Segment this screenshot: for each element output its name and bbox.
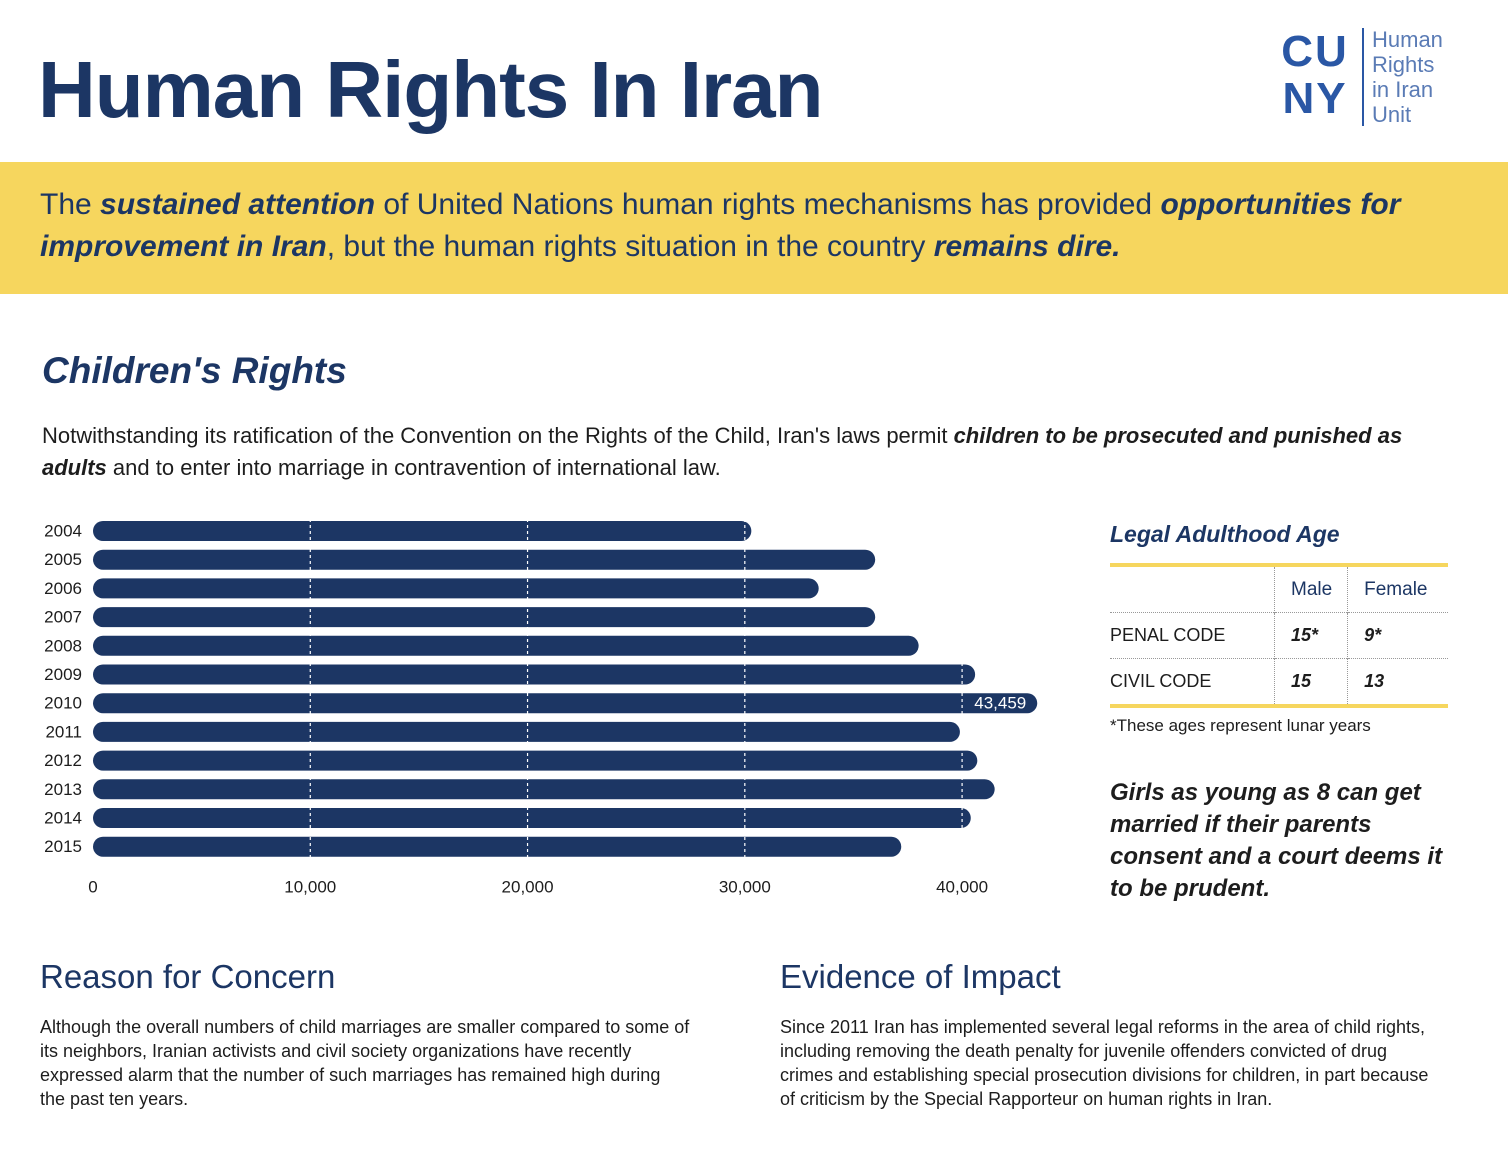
value-label: 43,459 — [974, 694, 1026, 713]
age-table: Male Female PENAL CODE 15* 9* CIVIL CODE 15 1… — [1110, 563, 1448, 708]
column-header: Female — [1347, 565, 1448, 613]
bar — [93, 750, 978, 771]
emphasis: remains dire. — [933, 230, 1121, 263]
section-title: Children's Rights — [42, 350, 347, 391]
bar — [93, 808, 971, 828]
bar — [93, 635, 919, 656]
header-row: Male Female — [1110, 565, 1448, 613]
logo-divider — [1362, 28, 1364, 126]
logo-line: Human — [1372, 27, 1443, 52]
text: , but the human rights situation in the … — [326, 230, 934, 263]
table-note: *These ages represent lunar years — [1110, 716, 1371, 735]
emphasis: sustained attention — [100, 188, 376, 221]
column-title: Reason for Concern — [40, 958, 336, 995]
column-text: Although the overall numbers of child ma… — [40, 1017, 690, 1109]
emphasis: opportunities for improvement in Iran — [40, 188, 1401, 263]
text: The — [40, 188, 101, 221]
bar — [93, 664, 976, 685]
y-tick-label: 2007 — [44, 608, 82, 627]
logo-letters: NY — [1282, 74, 1348, 123]
corner-cell — [1110, 565, 1275, 613]
age-table-block: Legal Adulthood Age Male Female PENAL COD… — [1110, 515, 1448, 736]
logo-line: in Iran — [1372, 77, 1434, 102]
logo-mark: CU NY — [1268, 28, 1362, 126]
emphasis: children to be prosecuted and punished a… — [42, 423, 1403, 480]
y-tick-label: 2006 — [44, 579, 82, 598]
logo-line: Unit — [1372, 102, 1412, 127]
bar — [93, 521, 752, 541]
x-tick-label: 10,000 — [284, 877, 336, 896]
y-tick-label: 2005 — [44, 550, 82, 569]
column-text: Since 2011 Iran has implemented several … — [780, 1017, 1429, 1109]
logo-letters: CU — [1281, 27, 1349, 76]
column-title: Evidence of Impact — [780, 958, 1061, 995]
x-tick-label: 40,000 — [936, 877, 988, 896]
bar — [93, 693, 1038, 714]
callout: Girls as young as 8 can get married if t… — [1110, 779, 1443, 902]
cell: 9* — [1347, 612, 1448, 659]
logo-line: Rights — [1372, 52, 1435, 77]
bar — [93, 779, 995, 800]
y-tick-label: 2009 — [44, 665, 82, 684]
text: of United Nations human rights mechanism… — [375, 188, 1161, 221]
row-label: CIVIL CODE — [1110, 658, 1275, 706]
text: Notwithstanding its ratification of the … — [42, 423, 954, 448]
row-label: PENAL CODE — [1110, 612, 1275, 659]
row: CIVIL CODE 15 13 — [1110, 658, 1448, 706]
x-tick-label: 30,000 — [719, 877, 771, 896]
column-header: Male — [1273, 565, 1348, 613]
cell: 15 — [1273, 658, 1348, 706]
bar — [93, 721, 960, 742]
cell: 13 — [1347, 658, 1448, 706]
y-tick-label: 2012 — [44, 751, 82, 770]
y-tick-label: 2008 — [44, 636, 82, 655]
bar-chart: 2004 2005 2006 2007 2008 2009 2010 43,459 2011 20… — [44, 519, 1038, 896]
y-tick-label: 2015 — [44, 837, 82, 856]
table-title: Legal Adulthood Age — [1110, 521, 1340, 547]
section-text: Notwithstanding its ratification of the … — [42, 420, 1422, 484]
bar — [93, 549, 876, 570]
y-tick-label: 2013 — [44, 780, 82, 799]
page-title: Human Rights In Iran — [38, 45, 823, 134]
intro-band — [0, 162, 1508, 294]
logo-text: Human Rights in Iran Unit — [1372, 27, 1443, 127]
x-tick-label: 0 — [88, 877, 97, 896]
y-tick-label: 2014 — [44, 808, 82, 827]
x-tick-label: 20,000 — [502, 877, 554, 896]
intro-text: The sustained attention of United Nation… — [40, 184, 1450, 268]
text: and to enter into marriage in contravent… — [106, 455, 721, 480]
y-tick-label: 2010 — [44, 694, 82, 713]
bar — [93, 607, 876, 628]
y-tick-label: 2011 — [45, 722, 82, 741]
bar — [93, 836, 902, 857]
cell: 15* — [1273, 612, 1348, 659]
y-tick-label: 2004 — [44, 521, 82, 540]
row: PENAL CODE 15* 9* — [1110, 612, 1448, 659]
bar — [93, 578, 819, 599]
